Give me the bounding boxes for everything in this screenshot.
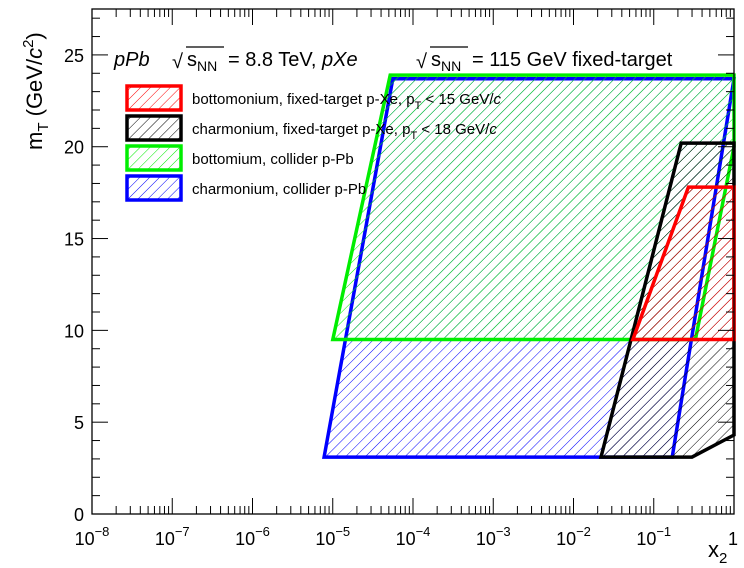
svg-text:= 8.8 TeV, pXe: = 8.8 TeV, pXe	[228, 49, 358, 71]
y-axis-title-sub: T	[35, 123, 52, 132]
x-tick-base: 10	[636, 529, 656, 549]
x-tick-exp: −8	[95, 524, 110, 539]
svg-text:= 115 GeV fixed-target: = 115 GeV fixed-target	[472, 49, 673, 71]
x-axis-tick-labels: 10−8 10−7 10−6 10−5 10−4 10−3 10−2 10−1 1	[75, 524, 738, 549]
energy-annotation: pPb √ sNN = 8.8 TeV, pXe √ sNN = 115 GeV…	[113, 46, 673, 74]
legend-swatch	[125, 84, 183, 112]
x-tick-base: 10	[556, 529, 576, 549]
svg-text:√: √	[172, 51, 183, 73]
x-axis-ticks	[91, 9, 735, 514]
legend-label: charmonium, collider p-Pb	[192, 181, 366, 198]
svg-text:pPb: pPb	[113, 49, 150, 71]
x-tick-label: 10−5	[315, 524, 350, 549]
x-tick-label: 10−7	[155, 524, 190, 549]
legend-text-sub: T	[415, 100, 422, 112]
x-tick-label: 10−1	[636, 524, 671, 549]
annot-energy-2: = 115 GeV fixed-target	[472, 49, 673, 71]
legend-text-main: charmonium, collider p-Pb	[192, 181, 366, 198]
y-tick-label: 5	[74, 413, 84, 433]
y-axis-title-sup: 2	[20, 40, 37, 48]
annot-s-1: s	[187, 49, 197, 71]
legend-text-c: c	[489, 121, 497, 138]
x-tick-label: 10−6	[235, 524, 270, 549]
y-axis-title: mT (GeV/c2)	[20, 32, 52, 150]
y-axis-title-main: m	[22, 132, 47, 150]
y-axis-title-unit: (GeV/	[22, 58, 47, 122]
legend-text-tail: < 18 GeV/	[417, 121, 490, 138]
svg-text:√: √	[416, 51, 427, 73]
legend-label: bottomium, collider p-Pb	[192, 151, 354, 168]
annot-energy-1: = 8.8 TeV,	[228, 49, 322, 71]
legend-label: charmonium, fixed-target p-Xe, pT < 18 G…	[192, 121, 497, 142]
x-tick-exp: −3	[496, 524, 511, 539]
annot-nn-2: NN	[441, 58, 461, 74]
x-tick-label: 10−2	[556, 524, 591, 549]
x-tick-label: 10−8	[75, 524, 110, 549]
y-axis-title-close: )	[22, 32, 47, 39]
legend-text-main: bottomium, collider p-Pb	[192, 151, 354, 168]
legend-swatch	[125, 144, 183, 172]
x-tick-exp: −7	[175, 524, 190, 539]
x-tick-base: 10	[396, 529, 416, 549]
svg-text:sNN: sNN	[431, 49, 461, 74]
y-tick-label: 25	[64, 46, 84, 66]
x-tick-base: 10	[75, 529, 95, 549]
legend-label: bottomonium, fixed-target p-Xe, pT < 15 …	[192, 91, 502, 112]
x-tick-base: 10	[235, 529, 255, 549]
annot-s-2: s	[431, 49, 441, 71]
series-layer	[322, 73, 736, 459]
annot-pxe: pXe	[321, 49, 358, 71]
x-tick-exp: −6	[255, 524, 270, 539]
x-tick-base: 10	[476, 529, 496, 549]
y-tick-label: 10	[64, 321, 84, 341]
x-tick-exp: −1	[656, 524, 671, 539]
x-tick-label: 10−3	[476, 524, 511, 549]
annot-sqrt-1: √	[172, 51, 183, 73]
legend-text-main: bottomonium, fixed-target p-Xe, p	[192, 91, 415, 108]
y-tick-label: 0	[74, 505, 84, 525]
legend-text-c: c	[494, 91, 502, 108]
x-tick-base: 1	[728, 529, 738, 549]
y-axis-title-c: c	[22, 48, 47, 59]
legend-text-tail: < 15 GeV/	[421, 91, 494, 108]
annot-sqrt-2: √	[416, 51, 427, 73]
x-axis-title: x2	[708, 537, 727, 567]
annot-nn-1: NN	[197, 58, 217, 74]
y-tick-label: 15	[64, 230, 84, 250]
x-tick-label: 1	[728, 529, 738, 549]
svg-text:sNN: sNN	[187, 49, 217, 74]
annot-ppb: pPb	[113, 49, 150, 71]
x-axis-title-sub: 2	[719, 550, 727, 567]
y-axis-tick-labels: 0 5 10 15 20 25	[64, 46, 84, 525]
x-tick-base: 10	[155, 529, 175, 549]
x-tick-exp: −2	[576, 524, 591, 539]
y-axis-ticks	[92, 17, 734, 515]
x-tick-exp: −4	[416, 524, 431, 539]
legend-text-main: charmonium, fixed-target p-Xe, p	[192, 121, 410, 138]
legend-text-sub: T	[410, 130, 417, 142]
x-tick-base: 10	[315, 529, 335, 549]
x-tick-label: 10−4	[396, 524, 431, 549]
legend-swatch	[125, 174, 183, 202]
y-tick-label: 20	[64, 138, 84, 158]
x-tick-exp: −5	[335, 524, 350, 539]
x-axis-title-main: x	[708, 537, 719, 562]
legend: bottomonium, fixed-target p-Xe, pT < 15 …	[125, 84, 502, 202]
legend-swatch	[125, 114, 183, 142]
